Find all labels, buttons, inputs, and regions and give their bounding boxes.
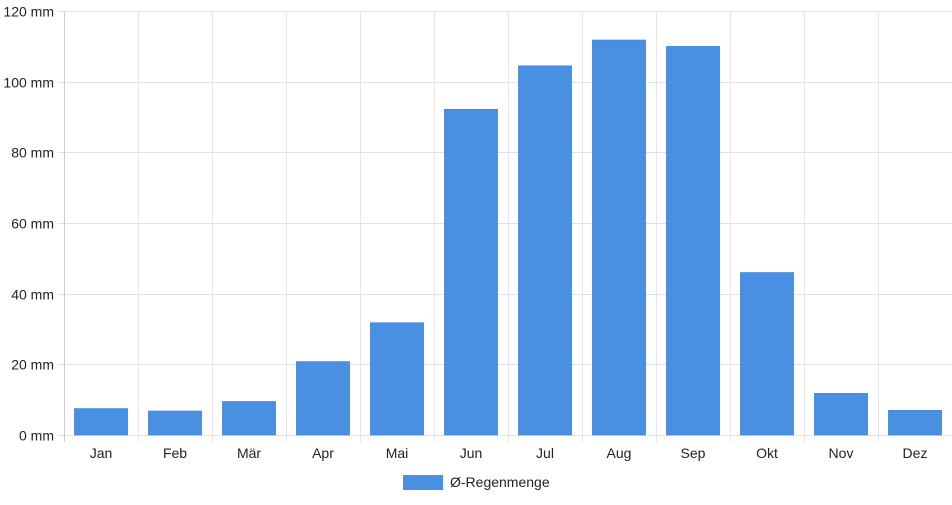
legend-label: Ø-Regenmenge <box>450 474 550 490</box>
y-tick-label: 20 mm <box>11 357 54 373</box>
bar-mai[interactable] <box>370 322 424 436</box>
bar-jun[interactable] <box>444 108 498 436</box>
bar-dez[interactable] <box>888 410 942 436</box>
bar-aug[interactable] <box>592 39 646 436</box>
x-tick-label: Jul <box>536 445 554 461</box>
y-tick-label: 0 mm <box>19 428 54 444</box>
x-tick-label: Mai <box>386 445 409 461</box>
axis-layer: 0 mm 20 mm 40 mm 60 mm 80 mm 100 mm 120 mm Jan F… <box>3 4 927 462</box>
x-tick-label: Nov <box>829 445 854 461</box>
y-tick-label: 80 mm <box>11 145 54 161</box>
y-tick-label: 60 mm <box>11 216 54 232</box>
bar-mär[interactable] <box>222 401 276 436</box>
bar-nov[interactable] <box>814 393 868 436</box>
x-tick-label: Okt <box>756 445 778 461</box>
legend-swatch <box>403 475 443 490</box>
x-tick-label: Jan <box>90 445 113 461</box>
bar-jul[interactable] <box>518 65 572 436</box>
grid-layer <box>58 11 952 442</box>
legend[interactable]: Ø-Regenmenge <box>403 474 550 490</box>
bar-sep[interactable] <box>666 46 720 436</box>
bar-feb[interactable] <box>148 410 202 436</box>
y-tick-label: 40 mm <box>11 287 54 303</box>
bar-okt[interactable] <box>740 272 794 436</box>
x-tick-label: Aug <box>607 445 632 461</box>
x-tick-label: Sep <box>681 445 706 461</box>
x-tick-label: Dez <box>903 445 928 461</box>
x-tick-label: Apr <box>312 445 334 461</box>
x-tick-label: Jun <box>460 445 483 461</box>
bar-jan[interactable] <box>74 408 128 436</box>
bar-apr[interactable] <box>296 361 350 436</box>
y-tick-label: 120 mm <box>3 4 54 20</box>
bars-layer <box>74 39 942 436</box>
x-tick-label: Feb <box>163 445 187 461</box>
y-tick-label: 100 mm <box>3 75 54 91</box>
x-tick-label: Mär <box>237 445 261 461</box>
